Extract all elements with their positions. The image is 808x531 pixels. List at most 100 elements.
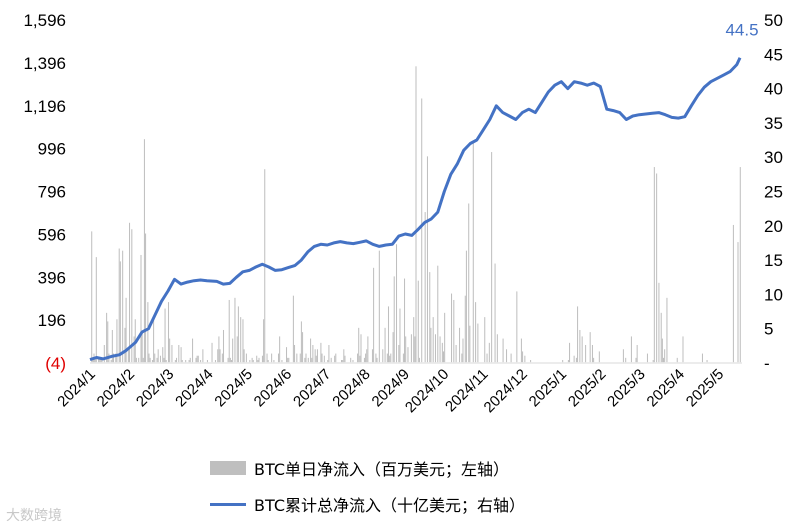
bar: [455, 344, 457, 363]
bar: [159, 355, 161, 363]
bar: [118, 248, 120, 363]
bar: [236, 336, 238, 363]
bar: [430, 327, 432, 363]
legend-item-line: BTC累计总净流入（十亿美元；右轴）: [210, 492, 525, 516]
left-axis-tick: 596: [38, 225, 66, 244]
left-axis-tick: 1,596: [23, 11, 66, 30]
bar: [575, 357, 577, 363]
x-axis-tick: 2024/8: [329, 366, 373, 410]
bar: [316, 349, 318, 363]
bar: [737, 242, 739, 363]
bar: [163, 357, 165, 363]
bar: [410, 334, 412, 363]
bar: [352, 359, 354, 363]
bar: [439, 336, 441, 363]
bar: [365, 353, 367, 363]
bar: [279, 336, 281, 363]
bar: [180, 347, 182, 363]
bar: [202, 349, 204, 363]
right-axis-tick: 10: [764, 285, 783, 304]
bar: [676, 357, 678, 363]
bar: [315, 355, 317, 363]
bar: [396, 244, 398, 363]
bar: [360, 334, 362, 363]
bar: [232, 338, 234, 363]
bar: [307, 357, 309, 363]
bar: [334, 355, 336, 363]
bar: [646, 353, 648, 363]
bar: [221, 353, 223, 363]
bar: [516, 291, 518, 363]
bar: [175, 357, 178, 363]
bar: [245, 353, 247, 363]
bar: [200, 359, 202, 363]
bar: [475, 302, 477, 363]
bar: [593, 357, 595, 363]
bar: [569, 342, 571, 363]
bar: [357, 353, 359, 363]
x-axis-tick: 2025/3: [604, 366, 648, 410]
bar: [405, 336, 407, 363]
bar: [429, 272, 431, 363]
bar: [174, 359, 176, 363]
bar: [328, 344, 330, 363]
bar: [350, 357, 352, 363]
bar: [122, 250, 124, 363]
bar: [444, 312, 446, 363]
bar: [462, 338, 464, 363]
bar: [323, 355, 325, 363]
right-axis-tick: 15: [764, 251, 783, 270]
bar: [407, 347, 409, 363]
bar: [119, 261, 121, 363]
bar: [148, 353, 150, 363]
bar: [376, 357, 378, 363]
bar: [169, 338, 171, 363]
bar: [392, 332, 394, 363]
bar: [185, 359, 187, 363]
bar: [358, 327, 360, 363]
bar: [625, 357, 627, 363]
bar: [567, 359, 569, 363]
bar: [343, 349, 345, 363]
bar: [330, 357, 332, 363]
bar: [442, 351, 445, 363]
bar: [656, 173, 658, 363]
left-axis-tick: 1,196: [23, 97, 66, 116]
bar: [484, 317, 486, 363]
bar: [399, 308, 401, 363]
bar: [288, 357, 290, 363]
bar: [100, 359, 102, 363]
bar: [417, 280, 419, 363]
bar: [99, 358, 101, 363]
end-value-label: 44.5: [725, 21, 758, 40]
x-axis-tick: 2025/4: [644, 366, 688, 410]
left-axis-tick: 396: [38, 268, 66, 287]
bar: [227, 357, 229, 363]
x-axis-tick: 2024/6: [251, 366, 295, 410]
bar: [402, 353, 404, 363]
right-axis-tick: -: [764, 354, 770, 373]
bar: [415, 66, 417, 363]
bar: [147, 302, 149, 363]
bar: [127, 347, 129, 363]
bar: [321, 353, 323, 363]
bar: [153, 319, 155, 363]
bar: [530, 359, 532, 363]
bar: [211, 342, 213, 363]
bar: [732, 224, 734, 363]
bar: [581, 336, 583, 363]
bar: [344, 355, 346, 363]
bar: [157, 349, 159, 363]
bar: [414, 336, 416, 363]
bar: [426, 156, 428, 363]
bar: [682, 336, 684, 363]
bar: [451, 293, 453, 363]
bar: [491, 152, 493, 363]
bar: [237, 306, 239, 363]
bar: [367, 336, 369, 363]
bar: [311, 357, 313, 363]
bar: [310, 338, 312, 363]
bar: [181, 359, 183, 363]
bar: [373, 267, 375, 363]
